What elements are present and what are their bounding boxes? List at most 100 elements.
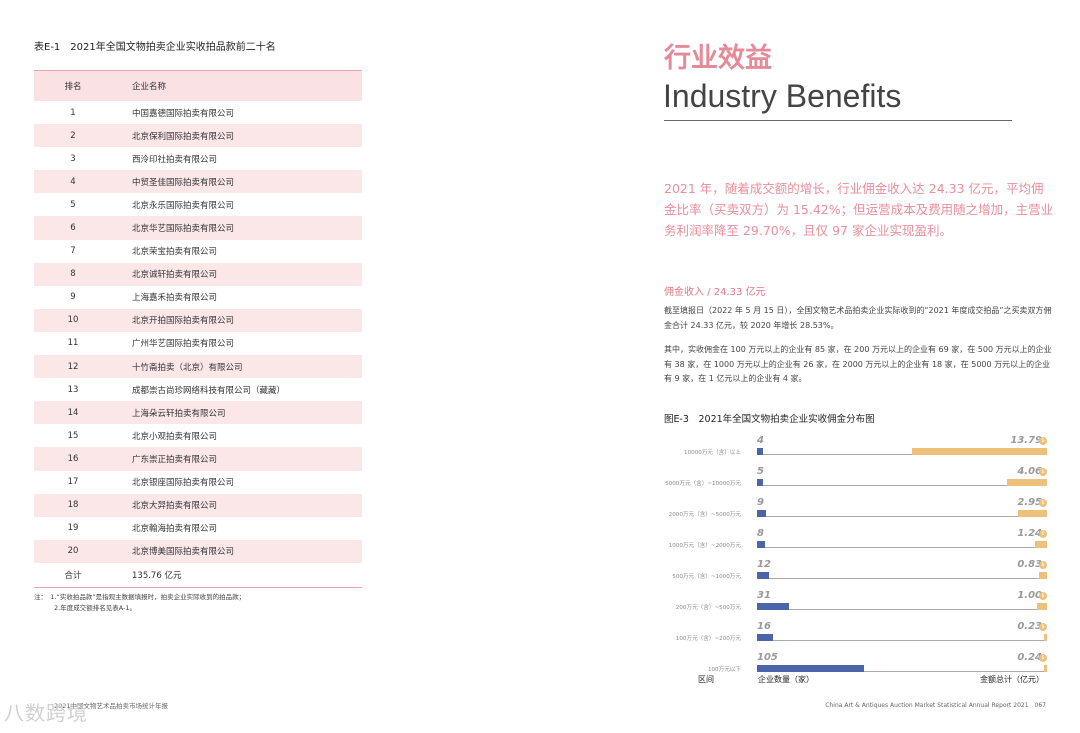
rank-cell: 12 xyxy=(67,361,79,372)
company-cell: 成都崇古尚珍网络科技有限公司（藏藏） xyxy=(132,385,286,396)
category-label: 10000万元（含）以上 xyxy=(684,450,741,456)
amount-bar xyxy=(1044,665,1047,672)
count-value-label: 8 xyxy=(757,528,764,539)
table-row: 9 上海嘉禾拍卖有限公司 xyxy=(34,286,362,309)
company-cell: 中贸圣佳国际拍卖有限公司 xyxy=(132,177,235,188)
amount-value-label: 1.24 xyxy=(1017,528,1042,539)
rank-cell: 18 xyxy=(67,500,79,511)
table-row: 20 北京博美国际拍卖有限公司 xyxy=(34,539,362,563)
category-label: 100万元（含）~200万元 xyxy=(675,636,741,642)
count-bar xyxy=(757,603,789,610)
category-label: 200万元（含）~500万元 xyxy=(675,605,741,611)
table-header: 排名 企业名称 xyxy=(34,70,362,101)
count-bar xyxy=(757,479,763,486)
table-notes: 注： 1.“实收拍品款”是指观主数据填报时，拍卖企业实际收到的拍品款； 2.年度… xyxy=(34,592,245,614)
count-value-label: 5 xyxy=(757,466,764,477)
amount-value-label: 4.06 xyxy=(1017,466,1042,477)
table-total-row: 合计 135.76 亿元 xyxy=(34,563,362,588)
chart-row: 100万元（含）~200万元 16 0.23 $ xyxy=(540,621,1080,656)
highlight-paragraph: 2021 年，随着成交额的增长，行业佣金收入达 24.33 亿元，平均佣金比率（… xyxy=(664,181,1054,238)
table-row: 16 广东崇正拍卖有限公司 xyxy=(34,447,362,471)
figure-title: 图E-3 2021年全国文物拍卖企业实收佣金分布图 xyxy=(664,414,875,425)
company-cell: 北京银座国际拍卖有限公司 xyxy=(132,478,235,489)
rank-cell: 19 xyxy=(67,523,79,534)
note-1: 注： 1.“实收拍品款”是指观主数据填报时，拍卖企业实际收到的拍品款； xyxy=(34,593,246,601)
table-row: 7 北京荣宝拍卖有限公司 xyxy=(34,240,362,263)
chart-row: 10000万元（含）以上 4 13.79 $ xyxy=(540,435,1080,470)
watermark: 八数跨境 xyxy=(4,701,88,725)
row-baseline xyxy=(757,671,1047,672)
chart-row: 200万元（含）~500万元 31 1.00 $ xyxy=(540,590,1080,625)
company-cell: 广州华艺国际拍卖有限公司 xyxy=(132,339,235,350)
amount-value-label: 1.00 xyxy=(1017,590,1042,601)
amount-bar xyxy=(1037,603,1047,610)
right-footer: China Art & Antiques Auction Market Stat… xyxy=(825,702,1046,709)
count-bar xyxy=(757,572,770,579)
amount-value-label: 2.95 xyxy=(1017,497,1042,508)
chart-row: 100万元以下 105 0.24 $ xyxy=(540,652,1080,687)
company-cell: 北京开拍国际拍卖有限公司 xyxy=(132,316,235,327)
rank-cell: 16 xyxy=(67,453,79,464)
chart-row: 5000万元（含）~10000万元 5 4.06 $ xyxy=(540,466,1080,501)
rank-cell: 5 xyxy=(70,199,76,210)
ranking-table: 排名 企业名称 1 中国嘉德国际拍卖有限公司 2 北京保利国际拍卖有限公司 3 西泠印社拍… xyxy=(34,70,362,588)
section-title-en: Industry Benefits xyxy=(663,78,902,114)
rank-cell: 7 xyxy=(70,246,76,257)
axis-label-category: 区间 xyxy=(698,675,714,684)
coin-icon: $ xyxy=(1039,499,1047,507)
amount-bar xyxy=(1007,479,1047,486)
company-cell: 北京荣宝拍卖有限公司 xyxy=(132,247,218,258)
table-row: 15 北京小观拍卖有限公司 xyxy=(34,424,362,447)
chart-row: 500万元（含）~1000万元 12 0.83 $ xyxy=(540,559,1080,594)
company-cell: 上海嘉禾拍卖有限公司 xyxy=(132,293,218,304)
category-label: 500万元（含）~1000万元 xyxy=(672,574,741,580)
count-value-label: 31 xyxy=(757,590,771,601)
rank-cell: 6 xyxy=(70,223,76,234)
rank-cell: 3 xyxy=(70,153,76,164)
table-title: 表E-1 2021年全国文物拍卖企业实收拍品款前二十名 xyxy=(34,42,276,53)
section-title-cn: 行业效益 xyxy=(664,43,772,74)
company-cell: 北京永乐国际拍卖有限公司 xyxy=(132,200,235,211)
company-cell: 北京大羿拍卖有限公司 xyxy=(132,501,218,512)
category-label: 2000万元（含）~5000万元 xyxy=(668,512,741,518)
table-row: 1 中国嘉德国际拍卖有限公司 xyxy=(34,101,362,124)
table-row: 12 十竹斋拍卖（北京）有限公司 xyxy=(34,355,362,379)
count-bar xyxy=(757,510,767,517)
table-row: 17 北京银座国际拍卖有限公司 xyxy=(34,471,362,494)
company-cell: 广东崇正拍卖有限公司 xyxy=(132,454,218,465)
amount-bar xyxy=(1018,510,1047,517)
amount-value-label: 13.79 xyxy=(1010,435,1042,446)
axis-label-amount: 金额总计（亿元） xyxy=(980,675,1044,684)
total-value: 135.76 亿元 xyxy=(132,570,182,581)
company-cell: 北京小观拍卖有限公司 xyxy=(132,431,218,442)
chart-row: 1000万元（含）~2000万元 8 1.24 $ xyxy=(540,528,1080,563)
count-bar xyxy=(757,448,763,455)
company-cell: 中国嘉德国际拍卖有限公司 xyxy=(132,108,235,119)
company-cell: 北京保利国际拍卖有限公司 xyxy=(132,131,235,142)
company-cell: 十竹斋拍卖（北京）有限公司 xyxy=(132,362,243,373)
table-row: 6 北京华艺国际拍卖有限公司 xyxy=(34,216,362,240)
row-baseline xyxy=(757,609,1047,610)
category-label: 100万元以下 xyxy=(707,667,741,673)
amount-value-label: 0.24 xyxy=(1017,652,1042,663)
body-paragraph-1: 截至填报日（2022 年 5 月 15 日），全国文物艺术品拍卖企业实际收到的“… xyxy=(664,306,1052,330)
amount-value-label: 0.23 xyxy=(1017,621,1042,632)
rank-cell: 9 xyxy=(70,292,76,303)
company-cell: 北京华艺国际拍卖有限公司 xyxy=(132,224,235,235)
rank-cell: 14 xyxy=(67,407,79,418)
rank-cell: 11 xyxy=(67,338,79,349)
count-bar xyxy=(757,541,766,548)
count-value-label: 12 xyxy=(757,559,771,570)
rank-cell: 10 xyxy=(67,315,79,326)
coin-icon: $ xyxy=(1039,654,1047,662)
chart-row: 2000万元（含）~5000万元 9 2.95 $ xyxy=(540,497,1080,532)
table-row: 3 西泠印社拍卖有限公司 xyxy=(34,147,362,170)
amount-bar xyxy=(1044,634,1047,641)
table-row: 4 中贸圣佳国际拍卖有限公司 xyxy=(34,170,362,194)
rank-cell: 20 xyxy=(67,546,79,557)
row-baseline xyxy=(757,485,1047,486)
coin-icon: $ xyxy=(1039,561,1047,569)
header-company: 企业名称 xyxy=(132,82,167,92)
company-cell: 北京诚轩拍卖有限公司 xyxy=(132,270,218,281)
count-value-label: 4 xyxy=(757,435,764,446)
